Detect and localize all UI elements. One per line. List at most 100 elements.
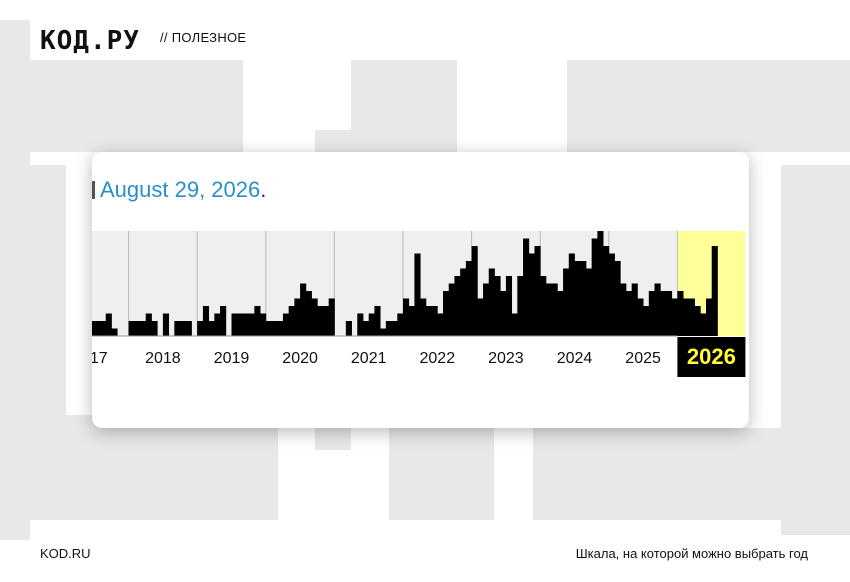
month-bar[interactable] (465, 261, 472, 336)
month-bar[interactable] (414, 253, 421, 337)
month-bar[interactable] (511, 313, 518, 337)
month-bar[interactable] (391, 321, 398, 336)
year-timeline-chart[interactable]: 017 2018 2019 2020 2021 2022 2023 2024 2025 2026 (92, 224, 749, 384)
month-bar[interactable] (294, 298, 301, 337)
month-bar[interactable] (145, 313, 152, 337)
month-bar[interactable] (557, 291, 564, 336)
month-bar[interactable] (631, 283, 638, 337)
month-bar[interactable] (671, 298, 678, 337)
month-bar[interactable] (625, 291, 633, 336)
highlight-month-bar[interactable] (694, 306, 701, 336)
month-bar[interactable] (403, 298, 410, 337)
month-bar[interactable] (248, 313, 255, 337)
month-bar[interactable] (597, 231, 604, 336)
highlight-month-bar[interactable] (705, 298, 713, 337)
month-bar[interactable] (100, 321, 107, 336)
month-bar[interactable] (637, 298, 644, 337)
month-bar[interactable] (128, 321, 135, 336)
month-bar[interactable] (305, 291, 312, 336)
month-bar[interactable] (665, 291, 673, 336)
month-bar[interactable] (517, 276, 524, 336)
month-bar[interactable] (620, 283, 627, 337)
month-bar[interactable] (220, 306, 227, 336)
month-bar[interactable] (328, 298, 335, 337)
month-bar[interactable] (362, 321, 370, 336)
month-bar[interactable] (643, 306, 650, 336)
month-bar[interactable] (260, 313, 267, 337)
year-tick-label[interactable]: 2018 (145, 350, 181, 367)
month-bar[interactable] (202, 306, 210, 336)
month-bar[interactable] (603, 246, 610, 336)
month-bar[interactable] (134, 321, 141, 336)
month-bar[interactable] (317, 306, 324, 336)
highlight-month-bar[interactable] (683, 298, 690, 337)
month-bar[interactable] (574, 261, 581, 336)
month-bar[interactable] (483, 283, 490, 337)
month-bar[interactable] (534, 246, 541, 336)
month-bar[interactable] (563, 268, 570, 337)
month-bar[interactable] (523, 238, 530, 337)
month-bar[interactable] (488, 268, 495, 337)
month-bar[interactable] (282, 313, 290, 337)
month-bar[interactable] (214, 313, 221, 337)
month-bar[interactable] (357, 313, 364, 337)
month-bar[interactable] (237, 313, 244, 337)
month-bar[interactable] (345, 321, 352, 336)
year-tick-label[interactable]: 017 (92, 350, 108, 367)
year-tick-label[interactable]: 2022 (420, 350, 456, 367)
month-bar[interactable] (271, 321, 278, 336)
section-label[interactable]: // ПОЛЕЗНОЕ (160, 30, 247, 45)
month-bar[interactable] (105, 313, 112, 337)
month-bar[interactable] (208, 321, 215, 336)
month-bar[interactable] (322, 306, 330, 336)
logo[interactable]: КОД.РУ (40, 26, 140, 56)
month-bar[interactable] (374, 306, 381, 336)
highlight-month-bar[interactable] (700, 313, 707, 337)
month-bar[interactable] (254, 306, 261, 336)
highlight-month-bar[interactable] (688, 298, 695, 337)
month-bar[interactable] (111, 328, 118, 337)
month-bar[interactable] (551, 283, 558, 337)
year-tick-label[interactable]: 2019 (214, 350, 250, 367)
month-bar[interactable] (471, 246, 478, 336)
month-bar[interactable] (368, 313, 375, 337)
month-bar[interactable] (140, 321, 147, 336)
month-bar[interactable] (174, 321, 181, 336)
highlight-month-bar[interactable] (677, 291, 684, 336)
month-bar[interactable] (300, 283, 307, 337)
month-bar[interactable] (288, 306, 295, 336)
month-bar[interactable] (277, 321, 284, 336)
footer-site[interactable]: KOD.RU (40, 546, 91, 561)
selected-year-label[interactable]: 2026 (687, 344, 736, 369)
month-bar[interactable] (437, 313, 444, 337)
month-bar[interactable] (231, 313, 238, 337)
month-bar[interactable] (585, 268, 593, 337)
year-tick-label[interactable]: 2025 (625, 350, 661, 367)
month-bar[interactable] (460, 268, 467, 337)
month-bar[interactable] (654, 283, 661, 337)
month-bar[interactable] (568, 253, 575, 337)
month-bar[interactable] (454, 276, 461, 336)
month-bar[interactable] (580, 261, 587, 336)
month-bar[interactable] (397, 313, 404, 337)
month-bar[interactable] (408, 306, 415, 336)
year-tick-label[interactable]: 2021 (351, 350, 387, 367)
month-bar[interactable] (311, 298, 318, 337)
month-bar[interactable] (425, 306, 432, 336)
highlight-month-bar[interactable] (711, 246, 718, 336)
month-bar[interactable] (614, 261, 621, 336)
month-bar[interactable] (185, 321, 192, 336)
month-bar[interactable] (477, 298, 484, 337)
year-tick-label[interactable]: 2023 (488, 350, 524, 367)
month-bar[interactable] (528, 253, 535, 337)
month-bar[interactable] (448, 283, 455, 337)
month-bar[interactable] (197, 321, 204, 336)
month-bar[interactable] (648, 291, 655, 336)
month-bar[interactable] (545, 283, 553, 337)
month-bar[interactable] (385, 321, 392, 336)
month-bar[interactable] (265, 321, 272, 336)
month-bar[interactable] (443, 291, 450, 336)
month-bar[interactable] (500, 291, 507, 336)
month-bar[interactable] (540, 276, 547, 336)
month-bar[interactable] (591, 238, 598, 337)
